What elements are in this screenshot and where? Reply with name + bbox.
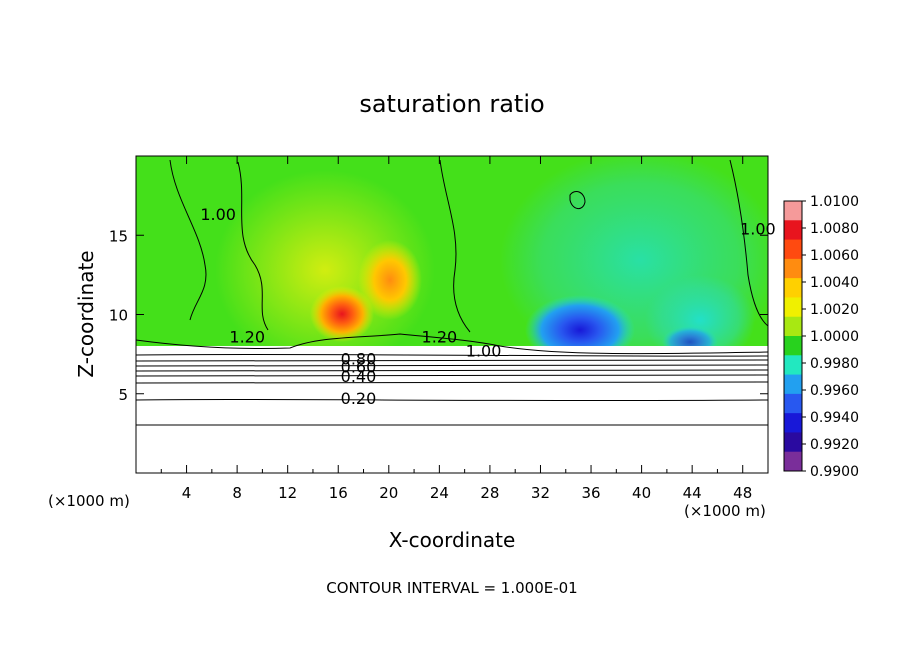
red-maximum [310, 286, 374, 342]
x-tick-label: 8 [232, 484, 242, 502]
x-tick-label: 36 [581, 484, 600, 502]
x-tick-label: 4 [182, 484, 192, 502]
colorbar-swatch [784, 393, 802, 414]
colorbar-swatch [784, 239, 802, 260]
x-tick-label: 48 [733, 484, 752, 502]
contour-line [135, 369, 769, 372]
plot-area [136, 156, 768, 473]
colorbar-swatch [784, 201, 802, 221]
contour-line [135, 381, 769, 384]
colorbar-swatch [784, 278, 802, 298]
colorbar-swatch [784, 220, 802, 241]
contour-label: 1.20 [229, 327, 265, 346]
contour-line [237, 161, 269, 331]
colorbar-swatch [784, 258, 802, 279]
colorbar-label: 1.0080 [810, 221, 859, 237]
contour-labels: 0.20 0.400.600.80 1.20 1.20 1.00 1.00 1.00 [200, 205, 776, 408]
contour-label: 0.40 [341, 367, 377, 386]
colorbar-label: 1.0040 [810, 275, 859, 291]
x-tick-label: 28 [480, 484, 499, 502]
x-unit-left: (×1000 m) [48, 492, 130, 510]
x-tick-label: 44 [683, 484, 702, 502]
contour-line [439, 159, 471, 333]
colorbar-swatch [784, 451, 802, 472]
colorbar-label: 0.9980 [810, 356, 859, 372]
contour-label: 1.00 [200, 205, 236, 224]
contour-lines [135, 159, 769, 426]
x-tick-label: 16 [329, 484, 348, 502]
contour-line [135, 353, 769, 357]
colorbar-label: 1.0100 [810, 194, 859, 210]
contour-line [729, 159, 769, 327]
contour-label: 1.00 [466, 342, 502, 361]
colorbar-swatch [784, 355, 802, 376]
contour-label: 1.20 [422, 327, 458, 346]
colorbar-label: 1.0060 [810, 248, 859, 264]
x-tick-label: 40 [632, 484, 651, 502]
cloud-base-boundary [136, 333, 768, 355]
warm-anomaly-band [215, 170, 435, 370]
y-tick-label: 10 [109, 307, 128, 325]
contour-line [569, 191, 586, 209]
contour-label: 0.60 [341, 357, 377, 376]
colorbar: 1.0100 1.0080 1.0060 1.0040 1.0020 1.0000 0.99… [783, 194, 859, 480]
x-axis: 4 8 12 16 20 24 28 32 36 40 44 48 [160, 156, 752, 502]
contour-line [135, 374, 769, 377]
x-unit-right: (×1000 m) [684, 502, 766, 520]
colorbar-swatch [784, 297, 802, 318]
y-tick-label: 15 [109, 227, 128, 245]
y-tick-label: 5 [118, 386, 128, 404]
contour-line [135, 398, 769, 402]
contour-line [135, 359, 769, 362]
x-tick-label: 24 [430, 484, 449, 502]
colorbar-label: 0.9900 [810, 464, 859, 480]
x-tick-label: 32 [531, 484, 550, 502]
contour-label: 0.80 [341, 349, 377, 368]
colorbar-swatch [784, 413, 802, 433]
contour-interval-note: CONTOUR INTERVAL = 1.000E-01 [326, 579, 577, 597]
colorbar-label: 0.9940 [810, 410, 859, 426]
contour-label: 1.00 [740, 219, 776, 238]
chart-title: saturation ratio [359, 90, 544, 118]
colorbar-label: 0.9920 [810, 437, 859, 453]
contour-label: 0.20 [341, 389, 377, 408]
colorbar-label: 1.0000 [810, 329, 859, 345]
colorbar-swatch [784, 374, 802, 395]
colorbar-swatch [784, 432, 802, 453]
y-axis-label: Z-coordinate [74, 250, 98, 377]
contour-line [135, 364, 769, 367]
colorbar-label: 0.9960 [810, 383, 859, 399]
y-axis: 5 10 15 [109, 227, 768, 404]
orange-maximum [358, 240, 422, 320]
colorbar-label: 1.0020 [810, 302, 859, 318]
subsaturated-layer [136, 346, 768, 473]
x-axis-label: X-coordinate [389, 528, 516, 552]
x-tick-label: 12 [278, 484, 297, 502]
colorbar-swatch [784, 336, 802, 356]
contour-line [135, 424, 769, 426]
x-tick-label: 20 [379, 484, 398, 502]
colorbar-swatch [784, 316, 802, 337]
contour-line [169, 159, 207, 321]
